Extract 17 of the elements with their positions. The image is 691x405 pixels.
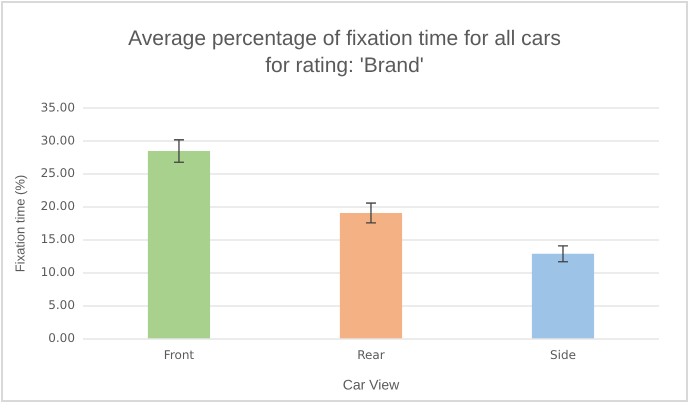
y-tick-label: 30.00 [40, 133, 75, 148]
y-tick-label: 10.00 [40, 265, 75, 280]
y-tick-label: 0.00 [48, 330, 75, 345]
y-tick-label: 5.00 [48, 298, 75, 312]
x-tick-label: Side [550, 348, 576, 362]
y-tick-label: 20.00 [40, 199, 75, 214]
x-axis-title: Car View [342, 376, 400, 392]
chart-title: Average percentage of fixation time for all cars for rating: 'Brand' [127, 26, 562, 79]
y-tick-label: 25.00 [40, 166, 75, 180]
x-tick-label: Front [164, 348, 194, 362]
y-tick-label: 15.00 [40, 232, 75, 246]
bar [340, 212, 402, 338]
bar [148, 151, 210, 338]
x-tick-label: Rear [357, 348, 385, 362]
bar [532, 254, 594, 338]
y-axis-title: Fixation time (%) [12, 174, 28, 272]
y-tick-label: 35.00 [40, 100, 75, 114]
